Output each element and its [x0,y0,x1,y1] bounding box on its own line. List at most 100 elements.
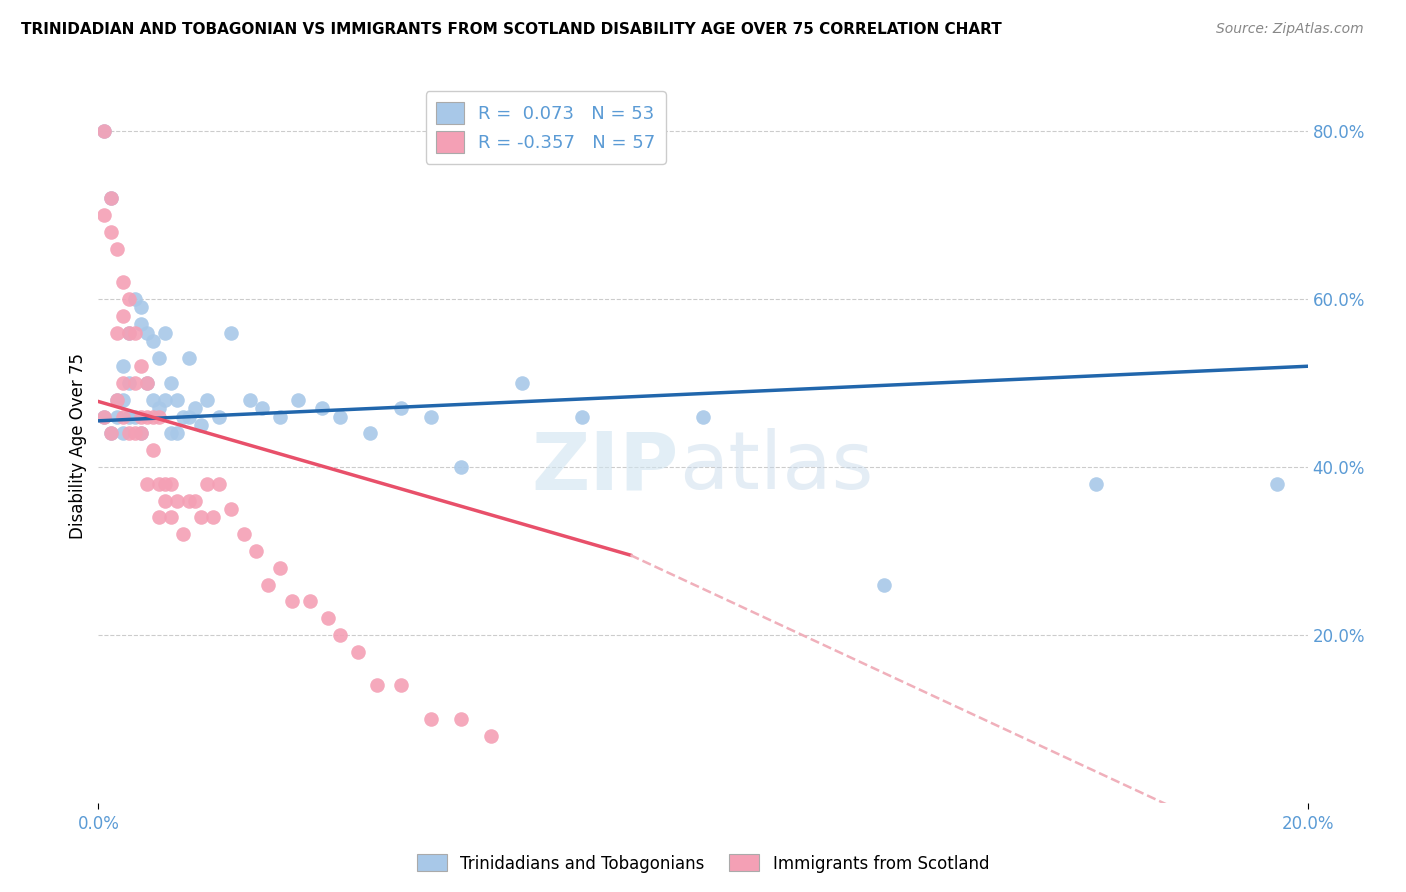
Point [172,527,194,541]
Point [111,392,134,407]
Point [129,301,152,315]
Point [239,392,262,407]
Point [93,124,115,138]
Point [329,409,352,424]
Point [245,544,267,558]
Point [160,510,183,524]
Point [389,678,412,692]
Point [100,225,122,239]
Point [160,476,183,491]
Point [179,493,201,508]
Point [450,712,472,726]
Point [111,376,134,390]
Point [148,351,170,365]
Point [111,275,134,289]
Point [111,309,134,323]
Point [111,426,134,441]
Point [129,409,152,424]
Point [100,426,122,441]
Text: TRINIDADIAN AND TOBAGONIAN VS IMMIGRANTS FROM SCOTLAND DISABILITY AGE OVER 75 CO: TRINIDADIAN AND TOBAGONIAN VS IMMIGRANTS… [21,22,1002,37]
Point [195,392,218,407]
Point [142,392,165,407]
Point [281,594,304,608]
Point [124,376,146,390]
Point [93,409,115,424]
Point [135,376,157,390]
Point [153,476,176,491]
Text: Source: ZipAtlas.com: Source: ZipAtlas.com [1216,22,1364,37]
Point [208,409,231,424]
Point [190,510,212,524]
Point [118,292,141,306]
Point [481,729,503,743]
Point [256,577,278,591]
Point [221,502,243,516]
Point [184,493,207,508]
Point [1085,476,1108,491]
Point [118,326,141,340]
Point [250,401,273,416]
Point [93,208,115,222]
Point [100,191,122,205]
Point [190,417,212,432]
Point [311,401,333,416]
Point [105,409,128,424]
Point [142,443,165,458]
Point [420,409,443,424]
Point [153,493,176,508]
Point [118,409,141,424]
Point [366,678,388,692]
Text: ZIP: ZIP [531,428,679,507]
Point [129,318,152,332]
Point [450,460,472,475]
Point [202,510,225,524]
Point [142,334,165,348]
Point [179,351,201,365]
Point [100,191,122,205]
Point [329,628,352,642]
Point [105,392,128,407]
Point [135,376,157,390]
Point [124,426,146,441]
Point [360,426,382,441]
Point [111,359,134,374]
Point [129,426,152,441]
Point [105,326,128,340]
Point [347,645,370,659]
Point [118,376,141,390]
Point [269,560,291,574]
Point [571,409,593,424]
Point [420,712,443,726]
Point [135,409,157,424]
Point [118,426,141,441]
Point [287,392,309,407]
Point [160,376,183,390]
Point [1267,476,1289,491]
Point [100,426,122,441]
Point [148,409,170,424]
Point [129,426,152,441]
Point [148,476,170,491]
Point [269,409,291,424]
Point [111,409,134,424]
Y-axis label: Disability Age Over 75: Disability Age Over 75 [69,353,87,539]
Point [93,124,115,138]
Point [93,409,115,424]
Point [153,326,176,340]
Point [153,392,176,407]
Point [389,401,412,416]
Point [129,359,152,374]
Point [221,326,243,340]
Point [124,409,146,424]
Point [135,326,157,340]
Point [232,527,254,541]
Legend: R =  0.073   N = 53, R = -0.357   N = 57: R = 0.073 N = 53, R = -0.357 N = 57 [426,91,666,164]
Point [124,326,146,340]
Point [179,409,201,424]
Point [148,401,170,416]
Point [148,510,170,524]
Point [692,409,714,424]
Point [118,326,141,340]
Point [184,401,207,416]
Point [166,426,188,441]
